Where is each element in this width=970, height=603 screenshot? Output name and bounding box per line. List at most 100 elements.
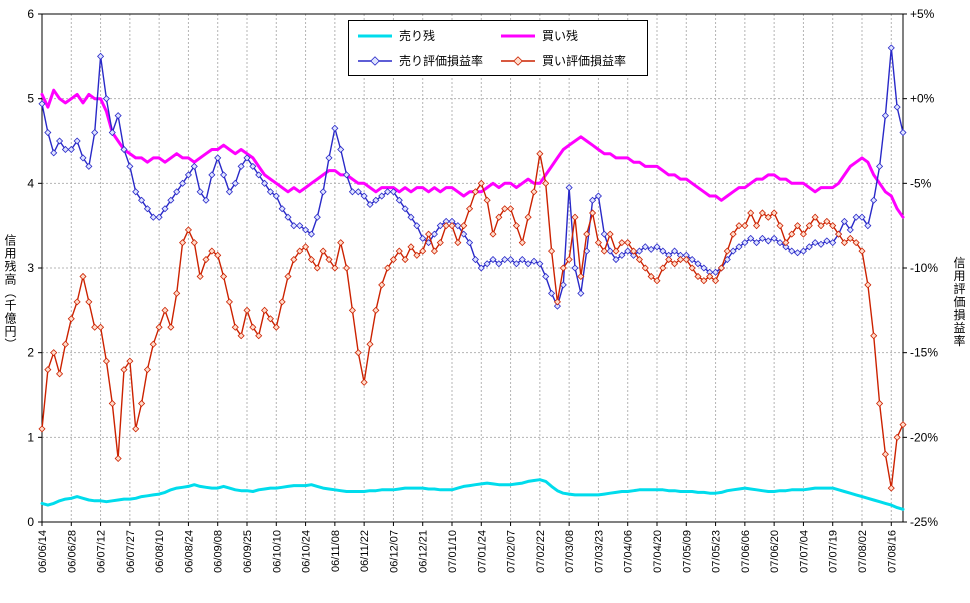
series-marker-2 (208, 171, 216, 179)
series-marker-2 (712, 268, 720, 276)
series-marker-2 (893, 103, 901, 111)
series-marker-2 (173, 188, 181, 196)
series-marker-2 (378, 192, 386, 200)
series-marker-3 (143, 366, 151, 374)
series-marker-3 (846, 234, 854, 242)
series-marker-2 (261, 179, 269, 187)
series-marker-2 (190, 162, 198, 170)
series-marker-2 (61, 145, 69, 154)
series-marker-2 (477, 264, 485, 272)
x-tick-label: 06/12/07 (388, 530, 400, 573)
series-marker-2 (102, 95, 110, 103)
series-marker-3 (501, 205, 509, 213)
series-marker-2 (876, 162, 884, 170)
series-marker-3 (671, 260, 679, 268)
x-tick-label: 07/02/22 (535, 530, 547, 573)
series-marker-3 (700, 277, 708, 285)
series-marker-2 (887, 44, 895, 52)
series-marker-3 (876, 399, 884, 408)
series-marker-3 (366, 340, 374, 348)
right-tick-label: -10% (910, 261, 938, 275)
series-marker-2 (846, 226, 854, 234)
series-marker-3 (835, 230, 843, 238)
series-marker-2 (770, 234, 778, 242)
right-tick-label: +0% (910, 92, 935, 106)
series-marker-2 (372, 196, 380, 204)
series-marker-3 (155, 323, 163, 331)
series-marker-3 (864, 281, 872, 289)
series-marker-3 (50, 349, 58, 357)
series-marker-3 (354, 349, 362, 357)
series-marker-2 (805, 243, 813, 251)
x-tick-label: 07/08/16 (886, 530, 898, 573)
series-marker-3 (38, 425, 46, 433)
series-marker-2 (360, 192, 368, 200)
series-marker-3 (108, 399, 116, 408)
series-marker-3 (717, 264, 725, 272)
series-marker-3 (378, 281, 386, 289)
series-marker-2 (635, 247, 643, 255)
series-marker-2 (618, 251, 626, 259)
series-marker-2 (366, 200, 374, 209)
series-marker-3 (653, 277, 661, 285)
x-tick-label: 07/02/07 (506, 530, 518, 573)
series-marker-3 (741, 222, 749, 230)
series-marker-2 (214, 154, 222, 162)
series-marker-3 (278, 298, 286, 306)
series-marker-3 (272, 323, 280, 331)
series-marker-3 (384, 264, 392, 272)
series-marker-2 (495, 260, 503, 268)
series-marker-2 (302, 226, 310, 234)
legend-label: 売り残 (399, 29, 436, 43)
series-marker-3 (647, 272, 655, 281)
series-marker-2 (419, 234, 427, 242)
series-marker-3 (337, 239, 345, 247)
series-marker-3 (343, 264, 351, 272)
series-marker-2 (758, 234, 766, 242)
legend-swatch-sell-pl-ratio (358, 55, 392, 66)
series-line-2 (41, 47, 904, 307)
left-tick-label: 6 (27, 7, 34, 21)
series-marker-3 (190, 239, 198, 247)
series-marker-2 (272, 192, 280, 200)
x-tick-label: 07/01/24 (476, 530, 488, 573)
legend-label: 買い評価損益率 (542, 54, 627, 68)
left-tick-label: 1 (27, 430, 34, 444)
series-marker-2 (38, 100, 46, 108)
series-marker-2 (454, 222, 462, 230)
series-marker-2 (284, 213, 292, 221)
series-marker-2 (413, 222, 421, 230)
x-tick-label: 07/03/23 (593, 530, 605, 573)
series-marker-2 (483, 260, 491, 268)
series-marker-3 (454, 239, 462, 247)
right-tick-label: -20% (910, 430, 938, 444)
series-marker-3 (571, 213, 579, 221)
series-marker-2 (430, 230, 438, 238)
series-marker-2 (120, 145, 128, 154)
series-marker-3 (319, 247, 327, 255)
series-marker-2 (319, 188, 327, 196)
series-marker-3 (782, 239, 790, 247)
series-marker-2 (184, 171, 192, 179)
series-marker-2 (167, 196, 175, 204)
series-marker-2 (518, 255, 526, 264)
series-marker-2 (829, 239, 837, 247)
series-marker-2 (571, 264, 579, 272)
series-marker-2 (73, 137, 81, 145)
series-marker-3 (348, 306, 356, 314)
series-marker-3 (589, 209, 597, 217)
series-marker-3 (507, 205, 515, 213)
series-marker-3 (805, 222, 813, 230)
series-marker-2 (512, 260, 520, 268)
x-tick-label: 07/05/09 (681, 530, 693, 573)
series-marker-2 (864, 222, 872, 230)
series-marker-3 (706, 272, 714, 281)
series-marker-2 (97, 52, 105, 60)
x-tick-label: 06/11/08 (330, 530, 342, 572)
series-marker-2 (50, 149, 58, 157)
series-marker-3 (477, 179, 485, 187)
series-marker-3 (630, 247, 638, 255)
series-marker-3 (249, 323, 257, 331)
series-marker-2 (641, 243, 649, 251)
x-tick-label: 06/11/22 (359, 530, 371, 572)
